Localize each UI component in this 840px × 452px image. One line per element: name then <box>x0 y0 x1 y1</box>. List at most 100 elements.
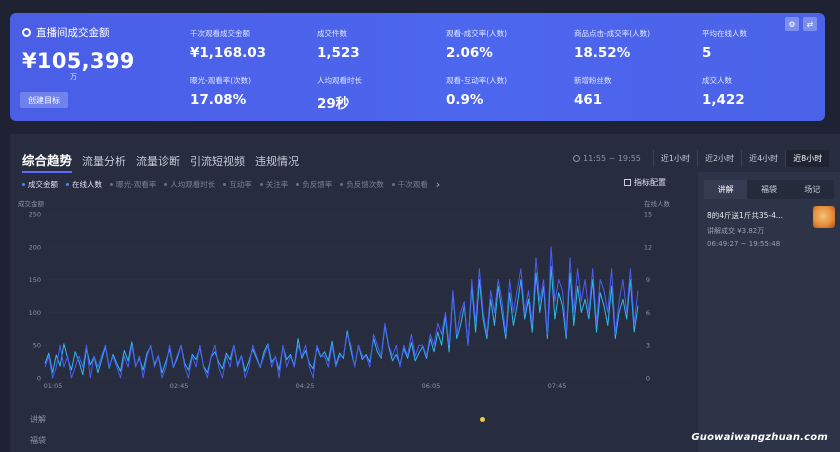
explain-item-time: 06:49:27 ~ 19:55:48 <box>707 240 781 248</box>
x-tick: 01:05 <box>44 382 63 390</box>
explain-item-gmv: 讲解成交 ¥3.82万 <box>707 227 765 235</box>
metric-chips: 成交金额 在线人数 曝光-观看率 人均观看时长 互动率 关注率 负反馈率 负反馈… <box>22 178 440 191</box>
side-tab-explain[interactable]: 讲解 <box>704 180 748 199</box>
tab-violations[interactable]: 违规情况 <box>255 155 300 168</box>
swap-icon[interactable]: ⇄ <box>803 17 817 31</box>
gmv-value: ¥105,399 <box>22 49 135 73</box>
explain-item[interactable]: 8的4斤送1斤共35-4... 讲解成交 ¥3.82万 06:49:27 ~ 1… <box>707 206 840 248</box>
x-tick: 06:05 <box>422 382 441 390</box>
x-tick: 07:45 <box>548 382 567 390</box>
config-icon <box>624 179 631 186</box>
metric-label: 观看-成交率(人数) <box>446 29 508 38</box>
series-line-online <box>44 246 639 379</box>
metric-value: 18.52% <box>574 45 631 61</box>
metric-buyers: 成交人数 1,422 <box>702 75 822 108</box>
chevron-right-icon[interactable]: › <box>435 178 441 191</box>
watermark: Guowaiwangzhuan.com <box>691 432 828 443</box>
left-axis-title: 成交金额 <box>18 199 45 208</box>
y-right-tick: 0 <box>646 375 650 383</box>
metric-items-sold: 成交件数 1,523 <box>317 28 437 61</box>
y-right-tick: 9 <box>646 276 650 284</box>
side-panel: 讲解 福袋 场记 8的4斤送1斤共35-4... 讲解成交 ¥3.82万 06:… <box>698 172 840 452</box>
segment-8h[interactable]: 近8小时 <box>785 150 830 167</box>
gear-icon[interactable]: ⚙ <box>785 17 799 31</box>
metric-value: 5 <box>702 45 712 61</box>
y-left-tick: 100 <box>29 309 41 317</box>
chip-watch-time[interactable]: 人均观看时长 <box>164 179 215 190</box>
metric-label: 商品点击-成交率(人数) <box>574 29 651 38</box>
clock-icon <box>573 155 580 162</box>
metric-label: 新增粉丝数 <box>574 76 612 85</box>
side-tabs: 讲解 福袋 场记 <box>704 180 834 199</box>
gmv-unit: 万 <box>70 73 77 81</box>
y-left-tick: 200 <box>29 243 41 251</box>
x-tick: 04:25 <box>296 382 315 390</box>
chip-online[interactable]: 在线人数 <box>66 179 102 190</box>
side-tab-log[interactable]: 场记 <box>804 185 821 194</box>
y-right-tick: 15 <box>644 211 652 219</box>
stats-card: 直播间成交金额 ¥105,399 万 创建目标 千次观看成交金额 ¥1,168.… <box>10 13 825 121</box>
product-thumbnail <box>813 206 835 228</box>
metric-label: 成交人数 <box>702 76 732 85</box>
create-target-button[interactable]: 创建目标 <box>20 92 68 108</box>
active-tab-indicator <box>22 171 72 173</box>
metric-value: 1,523 <box>317 45 360 61</box>
time-range: 11:55 ~ 19:55 <box>573 154 641 163</box>
chip-negative-rate[interactable]: 负反馈率 <box>296 179 332 190</box>
metric-new-fans: 新增粉丝数 461 <box>574 75 694 108</box>
metric-label: 成交件数 <box>317 29 347 38</box>
time-range-text: 11:55 ~ 19:55 <box>583 154 641 163</box>
metric-avg-watch-time: 人均观看时长 29秒 <box>317 75 437 112</box>
metric-value: 1,422 <box>702 92 745 108</box>
time-selector: 11:55 ~ 19:55 近1小时 近2小时 近4小时 近8小时 <box>573 150 830 167</box>
metric-label: 曝光-观看率(次数) <box>190 76 252 85</box>
row-label-explain: 讲解 <box>30 415 46 424</box>
explain-item-title: 8的4斤送1斤共35-4... <box>707 211 783 220</box>
segment-1h[interactable]: 近1小时 <box>652 150 697 167</box>
segment-2h[interactable]: 近2小时 <box>697 150 741 167</box>
analysis-tabs: 综合趋势 流量分析 流量诊断 引流短视频 违规情况 <box>22 150 299 169</box>
y-left-tick: 250 <box>29 211 41 219</box>
metric-config-label: 指标配置 <box>634 178 666 187</box>
tab-overall-trend[interactable]: 综合趋势 <box>22 153 73 168</box>
y-left-tick: 0 <box>37 375 41 383</box>
chip-negative-count[interactable]: 负反馈次数 <box>340 179 384 190</box>
metric-value: 2.06% <box>446 45 493 61</box>
chip-interaction[interactable]: 互动率 <box>223 179 252 190</box>
metric-value: 461 <box>574 92 603 108</box>
metric-config-button[interactable]: 指标配置 <box>624 177 666 188</box>
chip-follow[interactable]: 关注率 <box>259 179 288 190</box>
side-tab-lucky-bag[interactable]: 福袋 <box>760 185 777 194</box>
chip-exposure[interactable]: 曝光-观看率 <box>110 179 156 190</box>
tab-traffic-analysis[interactable]: 流量分析 <box>82 155 127 168</box>
metric-value: 17.08% <box>190 92 247 108</box>
y-right-tick: 6 <box>646 309 650 317</box>
y-left-tick: 150 <box>29 276 41 284</box>
metric-value: 29秒 <box>317 96 350 112</box>
gmv-title: 直播间成交金额 <box>22 25 172 40</box>
segment-4h[interactable]: 近4小时 <box>741 150 785 167</box>
gmv-label: 直播间成交金额 <box>36 27 110 39</box>
metric-view-conversion: 观看-成交率(人数) 2.06% <box>446 28 566 61</box>
metric-label: 观看-互动率(人数) <box>446 76 508 85</box>
metric-exposure-view: 曝光-观看率(次数) 17.08% <box>190 75 310 108</box>
metric-label: 人均观看时长 <box>317 76 362 85</box>
tab-short-video[interactable]: 引流短视频 <box>190 155 246 168</box>
x-tick: 02:45 <box>170 382 189 390</box>
right-axis-title: 在线人数 <box>644 199 671 208</box>
chip-gpm[interactable]: 千次观看 <box>391 179 428 190</box>
y-right-tick: 3 <box>646 342 650 350</box>
y-right-tick: 12 <box>644 243 652 251</box>
explain-marker[interactable] <box>480 417 485 422</box>
trend-panel: 综合趋势 流量分析 流量诊断 引流短视频 违规情况 11:55 ~ 19:55 … <box>10 134 840 452</box>
trend-chart: 成交金额 在线人数 0 0 50 3 100 6 150 9 200 12 250 15 01:05 02:4… <box>18 199 671 390</box>
metric-label: 千次观看成交金额 <box>190 29 250 38</box>
metric-gpm: 千次观看成交金额 ¥1,168.03 <box>190 28 310 61</box>
tab-traffic-diagnosis[interactable]: 流量诊断 <box>136 155 181 168</box>
metric-value: ¥1,168.03 <box>190 45 267 61</box>
chip-gmv[interactable]: 成交金额 <box>22 179 58 190</box>
metric-value: 0.9% <box>446 92 484 108</box>
live-icon <box>22 28 31 37</box>
y-left-tick: 50 <box>33 342 41 350</box>
metric-click-conversion: 商品点击-成交率(人数) 18.52% <box>574 28 694 61</box>
